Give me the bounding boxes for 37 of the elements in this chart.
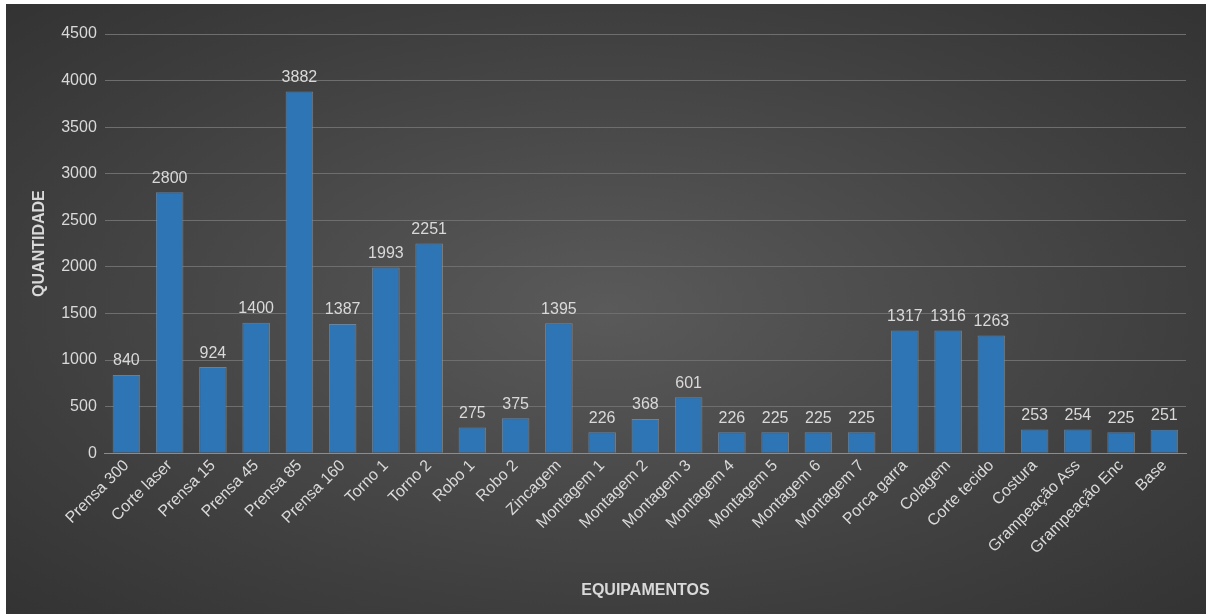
data-label: 254: [1064, 405, 1092, 423]
y-tick-label: 4500: [61, 24, 97, 42]
data-label: 1387: [324, 300, 361, 318]
y-tick-label: 1500: [61, 303, 97, 321]
data-label: 1317: [887, 306, 923, 324]
data-label: 225: [1107, 408, 1135, 426]
data-label: 375: [502, 394, 530, 412]
y-tick-label: 2000: [61, 257, 97, 275]
y-tick-label: 3500: [61, 117, 97, 135]
y-tick-label: 500: [70, 397, 97, 415]
data-label: 226: [588, 408, 616, 426]
data-label: 251: [1151, 406, 1178, 424]
data-label: 225: [761, 408, 789, 426]
data-label: 2251: [411, 219, 448, 237]
data-label: 2800: [151, 168, 188, 186]
y-axis-title: QUANTIDADE: [30, 189, 48, 297]
data-label: 840: [113, 351, 140, 369]
data-label: 1400: [238, 299, 275, 317]
data-label: 225: [848, 408, 876, 426]
data-label: 1263: [973, 311, 1010, 329]
data-label: 1395: [541, 299, 577, 317]
data-label: 1316: [930, 307, 967, 324]
data-label: 226: [718, 408, 746, 426]
y-tick-label: 3000: [61, 164, 97, 182]
data-label: 924: [199, 343, 227, 361]
data-label: 3882: [281, 67, 318, 85]
y-tick-label: 4000: [61, 70, 97, 88]
data-label: 275: [459, 403, 486, 421]
data-label: 253: [1021, 406, 1049, 424]
data-label: 368: [632, 395, 659, 413]
y-tick-label: 2500: [61, 210, 97, 228]
y-tick-label: 1000: [61, 350, 97, 368]
data-label: 1993: [368, 243, 404, 261]
data-label: 601: [675, 373, 703, 391]
x-axis-title: EQUIPAMENTOS: [581, 580, 710, 598]
y-tick-label: 0: [87, 443, 97, 461]
data-label: 225: [805, 408, 832, 426]
